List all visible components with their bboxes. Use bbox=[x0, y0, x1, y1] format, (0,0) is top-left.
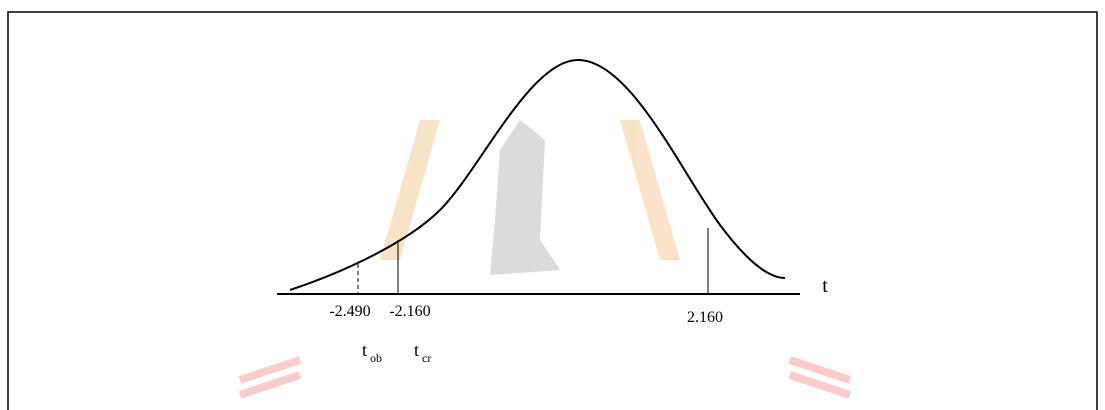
value-label: 2.160 bbox=[687, 309, 723, 326]
page: t -2.490 -2.160 2.160 t ob t cr (() => {… bbox=[0, 0, 1105, 410]
symbol-base: t bbox=[414, 340, 419, 360]
axis-label: t bbox=[822, 275, 828, 297]
watermark-figure bbox=[490, 120, 560, 275]
watermark bbox=[240, 120, 850, 395]
symbol-sub: ob bbox=[370, 351, 382, 365]
value-label: -2.160 bbox=[389, 303, 430, 320]
symbol-base: t bbox=[362, 340, 367, 360]
watermark-stripes bbox=[240, 360, 850, 395]
frame bbox=[8, 12, 1097, 410]
symbol-sub: cr bbox=[422, 351, 431, 365]
diagram: t -2.490 -2.160 2.160 t ob t cr bbox=[0, 0, 1105, 410]
value-label: -2.490 bbox=[329, 303, 370, 320]
